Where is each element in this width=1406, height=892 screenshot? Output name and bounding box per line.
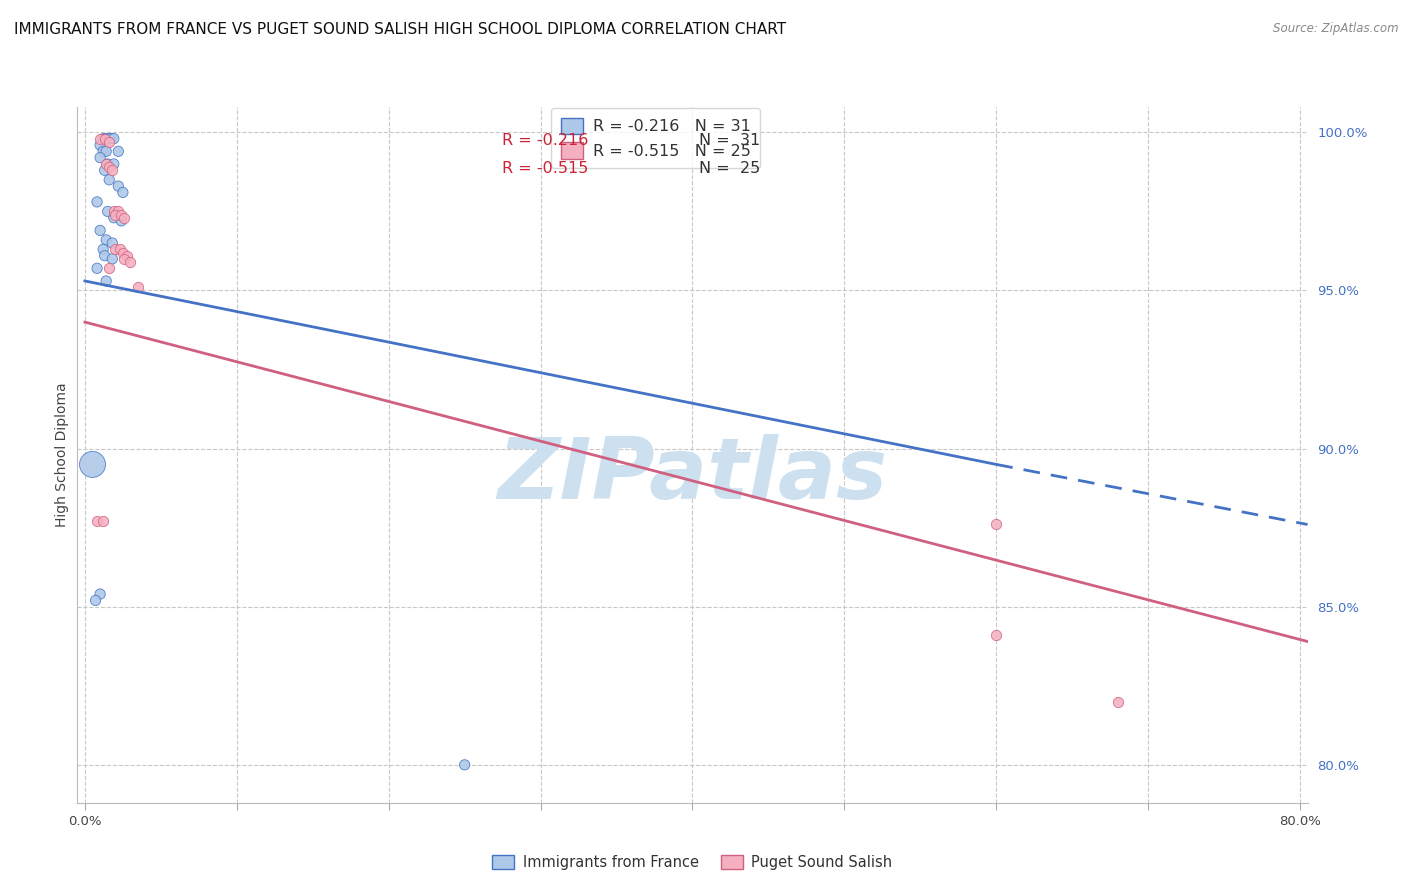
Point: [89, 223, 111, 237]
Point: [100, 131, 122, 145]
Point: [89, 138, 111, 153]
Point: [120, 255, 142, 269]
Point: [93, 131, 115, 145]
Point: [98, 261, 121, 276]
Point: [127, 280, 149, 294]
Point: [98, 135, 121, 149]
Point: [84, 593, 107, 607]
Point: [1107, 695, 1129, 709]
Point: [107, 204, 129, 219]
Point: [107, 179, 129, 194]
Point: [104, 208, 127, 222]
Point: [96, 157, 118, 171]
Point: [986, 517, 1008, 532]
Point: [97, 157, 120, 171]
Y-axis label: High School Diploma: High School Diploma: [55, 383, 69, 527]
Point: [103, 131, 125, 145]
Point: [101, 163, 124, 178]
Point: [86, 514, 108, 528]
Point: [96, 145, 118, 159]
Point: [93, 163, 115, 178]
Text: N =  25: N = 25: [699, 161, 759, 177]
Text: R = -0.216: R = -0.216: [502, 134, 588, 148]
Point: [86, 194, 108, 209]
Point: [89, 151, 111, 165]
Point: [97, 204, 120, 219]
Point: [103, 157, 125, 171]
Point: [101, 252, 124, 266]
Point: [112, 211, 135, 225]
Point: [98, 160, 121, 174]
Point: [89, 131, 111, 145]
Point: [96, 274, 118, 288]
Point: [91, 145, 114, 159]
Point: [101, 235, 124, 250]
Text: ZIPatlas: ZIPatlas: [498, 434, 887, 517]
Point: [111, 186, 134, 200]
Point: [91, 243, 114, 257]
Point: [98, 173, 121, 187]
Point: [112, 252, 135, 266]
Point: [107, 145, 129, 159]
Point: [453, 757, 475, 772]
Point: [104, 243, 127, 257]
Point: [111, 245, 134, 260]
Point: [103, 204, 125, 219]
Point: [103, 211, 125, 225]
Point: [91, 131, 114, 145]
Text: R = -0.515: R = -0.515: [502, 161, 588, 177]
Legend: Immigrants from France, Puget Sound Salish: Immigrants from France, Puget Sound Sali…: [486, 849, 898, 876]
Point: [89, 587, 111, 601]
Text: IMMIGRANTS FROM FRANCE VS PUGET SOUND SALISH HIGH SCHOOL DIPLOMA CORRELATION CHA: IMMIGRANTS FROM FRANCE VS PUGET SOUND SA…: [14, 22, 786, 37]
Point: [108, 243, 131, 257]
Text: Source: ZipAtlas.com: Source: ZipAtlas.com: [1274, 22, 1399, 36]
Point: [93, 249, 115, 263]
Point: [98, 131, 121, 145]
Point: [117, 249, 139, 263]
Point: [986, 628, 1008, 642]
Point: [96, 233, 118, 247]
Point: [96, 131, 118, 145]
Point: [91, 514, 114, 528]
Point: [110, 208, 132, 222]
Point: [82, 458, 104, 472]
Point: [86, 261, 108, 276]
Text: N =  31: N = 31: [699, 134, 759, 148]
Point: [110, 214, 132, 228]
